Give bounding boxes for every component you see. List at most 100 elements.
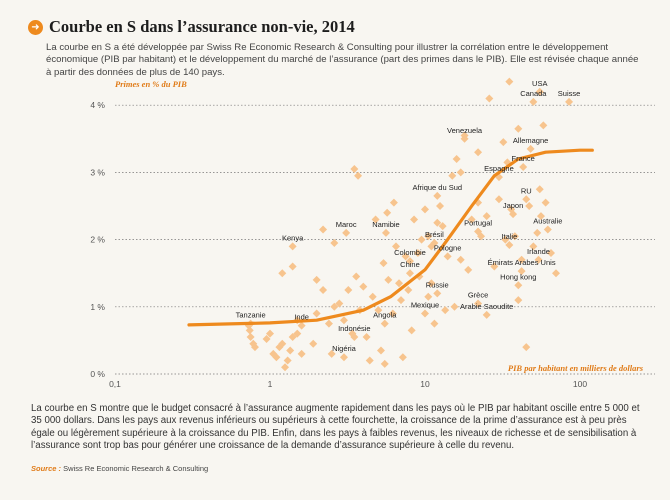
page-title: Courbe en S dans l’assurance non-vie, 20… [49, 17, 355, 36]
data-point [547, 249, 556, 258]
source-label: Source : [31, 464, 62, 473]
country-label: Émirats Arabes Unis [488, 258, 556, 267]
data-point [339, 353, 348, 362]
data-point [404, 286, 413, 294]
data-point [430, 238, 439, 247]
data-point [246, 333, 255, 342]
data-point [344, 286, 353, 294]
data-point [421, 309, 429, 318]
data-point [278, 339, 287, 348]
country-label: Venezuela [447, 126, 483, 135]
data-point [245, 326, 254, 335]
data-point [533, 228, 542, 237]
data-point [354, 171, 363, 180]
data-point [262, 335, 271, 344]
data-point [413, 249, 422, 258]
data-point [352, 272, 361, 281]
data-point [407, 326, 416, 335]
y-tick-label: 2 % [90, 235, 105, 245]
data-point [330, 238, 339, 247]
data-point [529, 97, 538, 106]
data-point [309, 339, 318, 348]
data-point [443, 252, 452, 261]
data-point [424, 232, 433, 241]
data-point [371, 215, 380, 224]
data-point [526, 144, 535, 153]
data-point [433, 218, 442, 227]
country-label: Japon [503, 201, 523, 210]
data-point [342, 228, 351, 237]
data-point [501, 235, 510, 244]
data-point [389, 198, 398, 207]
data-point [401, 252, 410, 261]
data-point [330, 302, 339, 311]
data-point [405, 257, 414, 266]
data-point [405, 269, 414, 278]
data-point [281, 363, 290, 372]
country-label: Mexique [411, 301, 439, 310]
data-point [266, 329, 274, 338]
data-point [536, 212, 545, 221]
data-point [398, 353, 407, 362]
country-label: Chine [400, 260, 420, 269]
country-label: Australie [533, 217, 562, 226]
data-point [522, 195, 531, 204]
data-point [450, 302, 459, 311]
data-point [381, 228, 390, 237]
x-axis-label: PIB par habitant en milliers de dollars [508, 363, 644, 373]
data-point [392, 242, 401, 251]
data-point [376, 346, 385, 355]
x-tick-label: 10 [420, 379, 430, 389]
country-label: Namibie [372, 220, 400, 229]
country-label: Maroc [336, 220, 357, 229]
data-point [448, 171, 457, 180]
country-label: Pologne [434, 243, 462, 252]
data-point [474, 299, 483, 308]
source-text: Swiss Re Economic Research & Consulting [63, 464, 209, 473]
data-point [433, 191, 442, 200]
country-label: Canada [520, 89, 547, 98]
country-label: Nigéria [332, 344, 357, 353]
y-axis-label: Primes en % du PIB [115, 79, 187, 89]
data-point [541, 198, 550, 207]
data-point [395, 279, 404, 288]
data-point [514, 281, 523, 290]
country-label: Irlande [527, 247, 550, 256]
data-point [460, 134, 469, 143]
data-point [359, 282, 368, 291]
data-point [396, 296, 405, 305]
data-point [510, 232, 519, 241]
data-point [250, 343, 259, 352]
data-point [505, 77, 514, 86]
data-point [517, 267, 526, 276]
data-point [535, 87, 544, 96]
data-point [288, 333, 297, 342]
data-point [525, 202, 534, 210]
country-label: Tanzanie [236, 311, 266, 320]
data-point [350, 333, 359, 342]
y-tick-label: 4 % [90, 100, 105, 110]
country-label: Allemagne [513, 136, 548, 145]
data-point [433, 289, 442, 298]
data-point [456, 255, 465, 264]
data-point [379, 259, 388, 268]
data-point [384, 275, 393, 284]
data-point [297, 349, 306, 358]
data-point [522, 343, 531, 352]
data-point [374, 306, 383, 315]
data-point [436, 202, 445, 210]
country-label: Grèce [468, 290, 488, 299]
data-point [467, 215, 476, 224]
data-point [494, 195, 503, 204]
country-label: Hong kong [500, 272, 536, 281]
data-point [319, 225, 328, 234]
y-tick-label: 3 % [90, 167, 105, 177]
data-point [286, 346, 295, 355]
data-point [272, 353, 281, 362]
data-point [514, 124, 523, 133]
data-point [535, 185, 544, 194]
data-point [297, 321, 306, 330]
data-point [421, 205, 429, 214]
data-point [499, 138, 508, 147]
